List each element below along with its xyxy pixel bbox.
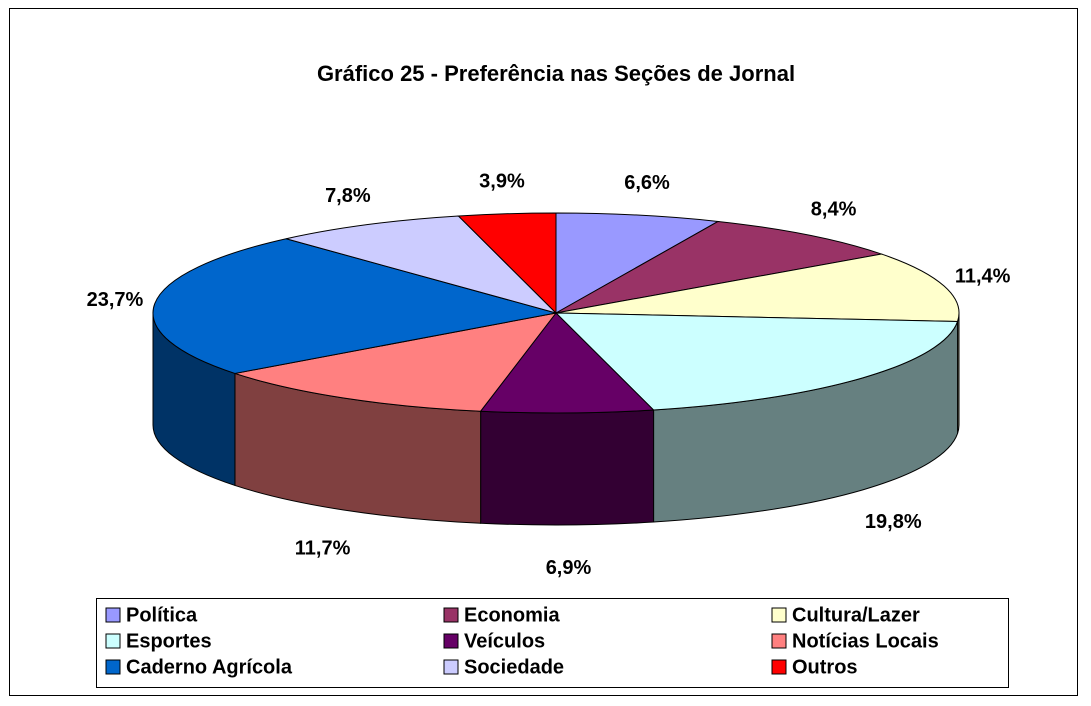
- data-label: 6,6%: [624, 172, 670, 194]
- pie-slice: [234, 312, 558, 412]
- pie-slice: [555, 253, 960, 322]
- data-label: 11,7%: [295, 537, 351, 559]
- data-label: 3,9%: [479, 170, 525, 192]
- legend-label: Política: [126, 604, 198, 626]
- legend-swatch: [443, 659, 459, 675]
- pie-side: [480, 409, 655, 526]
- legend-box: [96, 598, 1009, 688]
- legend-swatch: [771, 607, 787, 623]
- data-label: 23,7%: [87, 289, 144, 311]
- legend-swatch: [771, 633, 787, 649]
- legend-swatch: [443, 607, 459, 623]
- legend-label: Esportes: [126, 630, 212, 652]
- legend-label: Caderno Agrícola: [126, 656, 293, 678]
- data-label: 11,4%: [955, 266, 1011, 288]
- data-label: 7,8%: [325, 185, 371, 207]
- legend-swatch: [105, 607, 121, 623]
- pie-slice: [554, 312, 959, 411]
- legend-label: Veículos: [464, 630, 545, 652]
- pie-slice: [286, 215, 558, 314]
- legend-label: Economia: [464, 604, 560, 626]
- data-label: 19,8%: [865, 511, 922, 533]
- legend-label: Cultura/Lazer: [792, 604, 920, 626]
- pie-slice: [479, 312, 655, 414]
- pie-slice: [457, 212, 557, 315]
- chart-title: Gráfico 25 - Preferência nas Seções de J…: [317, 61, 795, 86]
- pie-slice: [555, 212, 720, 314]
- legend-swatch: [105, 633, 121, 649]
- pie-slice: [152, 238, 557, 374]
- legend-label: Outros: [792, 656, 858, 678]
- data-label: 6,9%: [546, 557, 592, 579]
- legend-swatch: [105, 659, 121, 675]
- legend-label: Notícias Locais: [792, 630, 939, 652]
- legend-swatch: [443, 633, 459, 649]
- pie-slice: [555, 220, 884, 314]
- legend-label: Sociedade: [464, 656, 564, 678]
- legend-swatch: [771, 659, 787, 675]
- data-label: 8,4%: [811, 198, 857, 220]
